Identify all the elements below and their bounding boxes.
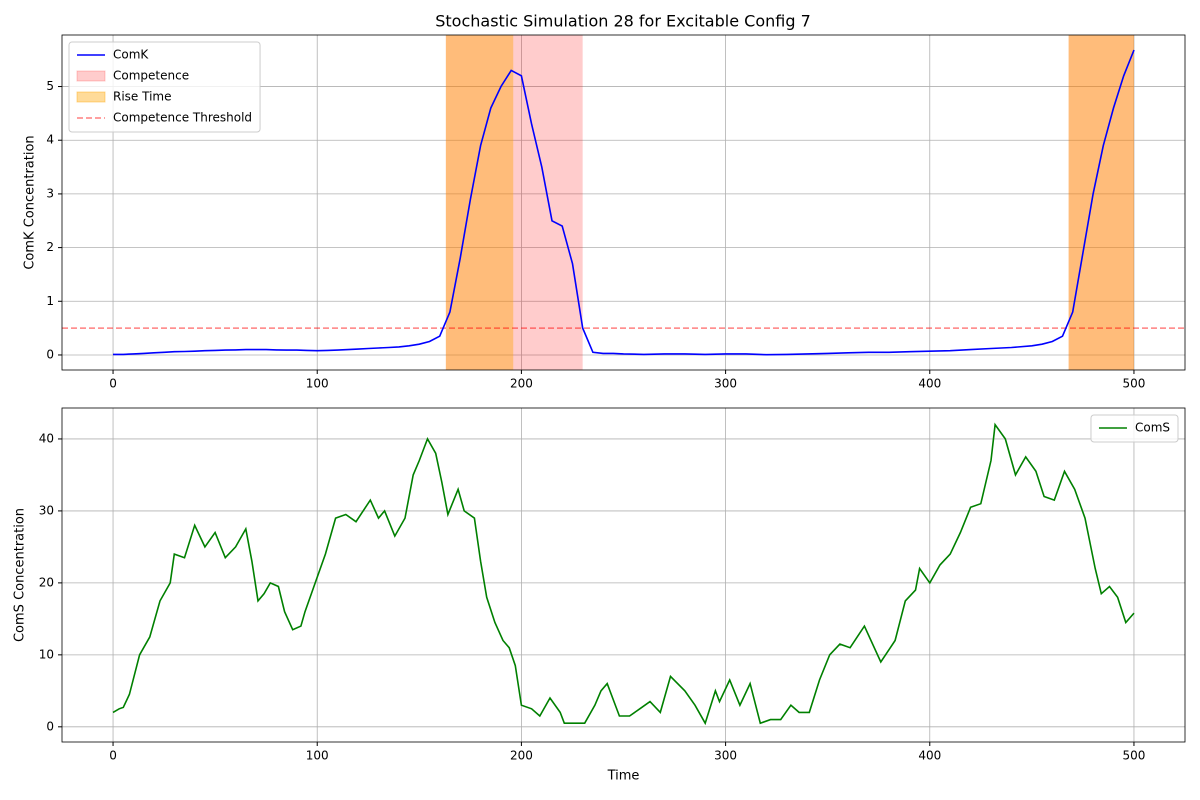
x-tick-label: 300 — [714, 749, 737, 763]
y-tick-label: 1 — [46, 294, 54, 308]
plot-area — [62, 408, 1185, 742]
x-tick-label: 400 — [918, 377, 941, 391]
legend-label: Competence — [113, 69, 189, 83]
x-tick-label: 500 — [1123, 377, 1146, 391]
legend-label: Rise Time — [113, 90, 172, 104]
y-tick-label: 3 — [46, 186, 54, 200]
y-tick-label: 4 — [46, 133, 54, 147]
legend-box — [1090, 414, 1179, 443]
x-tick-label: 100 — [306, 749, 329, 763]
span — [445, 35, 583, 370]
y-axis-label: ComK Concentration — [23, 135, 38, 269]
y-tick-label: 20 — [39, 575, 54, 589]
legend: ComS — [1090, 414, 1179, 443]
y-tick-label: 2 — [46, 240, 54, 254]
legend-label: ComK — [113, 48, 149, 62]
legend-swatch — [76, 70, 106, 82]
legend-label: Competence Threshold — [113, 111, 252, 125]
legend: ComK Competence Rise Time Competence Thresh… — [68, 41, 261, 133]
legend-label: ComS — [1135, 421, 1170, 435]
x-tick-label: 300 — [714, 377, 737, 391]
x-tick-label: 0 — [109, 377, 117, 391]
y-tick-label: 0 — [46, 347, 54, 361]
x-tick-label: 200 — [510, 377, 533, 391]
legend-swatch — [76, 91, 106, 103]
y-axis-label: ComS Concentration — [13, 508, 28, 642]
y-tick-label: 0 — [46, 719, 54, 733]
span — [1068, 35, 1134, 370]
span — [445, 35, 514, 370]
x-tick-label: 200 — [510, 749, 533, 763]
series-line — [112, 422, 1135, 726]
axes-frame — [61, 34, 1186, 371]
x-tick-label: 500 — [1123, 749, 1146, 763]
y-tick-label: 5 — [46, 79, 54, 93]
x-tick-label: 400 — [918, 749, 941, 763]
x-tick-label: 0 — [109, 749, 117, 763]
y-tick-label: 40 — [39, 431, 54, 445]
legend-box — [68, 41, 261, 133]
y-tick-label: 30 — [39, 503, 54, 517]
x-axis-label: Time — [607, 769, 640, 784]
series-line — [113, 49, 1135, 356]
axes-frame — [61, 407, 1186, 743]
y-tick-label: 10 — [39, 647, 54, 661]
chart-title: Stochastic Simulation 28 for Excitable C… — [435, 12, 811, 31]
span — [1068, 35, 1134, 370]
x-tick-label: 100 — [306, 377, 329, 391]
